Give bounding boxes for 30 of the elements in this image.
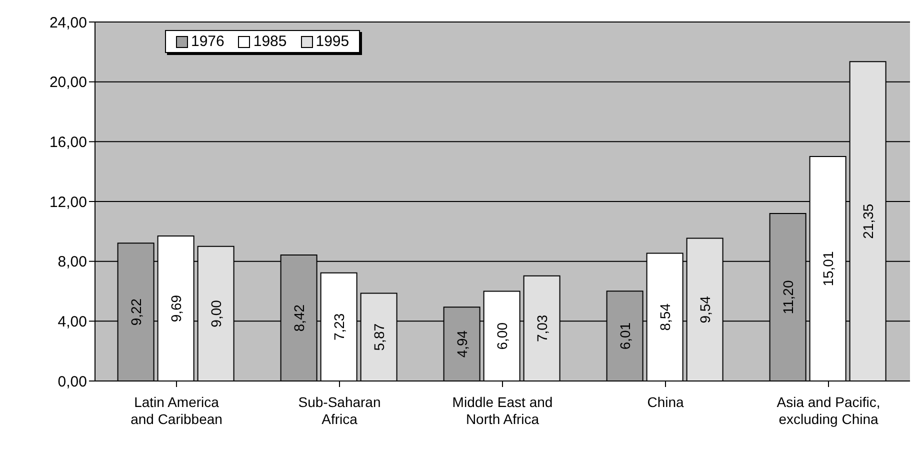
y-tick-label: 24,00 [49,14,87,32]
y-tick-label: 4,00 [58,313,87,330]
legend-label: 1995 [314,33,350,50]
x-tick-label: China [647,394,684,410]
data-label: 6,00 [494,322,510,350]
data-label: 7,03 [534,314,550,342]
data-label: 8,42 [290,304,307,332]
data-label: 15,01 [820,251,836,286]
data-label: 9,54 [696,296,713,324]
data-label: 8,54 [656,303,673,331]
y-tick-label: 12,00 [49,194,87,211]
data-label: 7,23 [330,313,347,341]
data-label: 6,01 [616,322,633,350]
data-label: 5,87 [370,323,387,351]
x-tick-label: Asia and Pacific, excluding China [776,394,880,427]
x-tick-label: Sub-Saharan Africa [298,394,381,427]
data-label: 9,22 [128,298,144,326]
x-tick-label: Middle East and North Africa [452,394,553,427]
y-tick-label: 20,00 [49,74,87,92]
y-tick-label: 8,00 [58,254,87,271]
data-label: 21,35 [860,204,876,239]
y-tick-label: 16,00 [49,134,87,151]
data-label: 9,69 [168,294,184,322]
data-label: 9,00 [208,300,224,328]
y-tick-label: 0,00 [58,373,87,390]
data-label: 4,94 [454,330,470,358]
legend-label: 1976 [190,33,224,50]
data-label: 11,20 [780,280,796,314]
x-tick-label: Latin America and Caribbean [130,394,222,427]
legend-label: 1985 [252,33,287,50]
